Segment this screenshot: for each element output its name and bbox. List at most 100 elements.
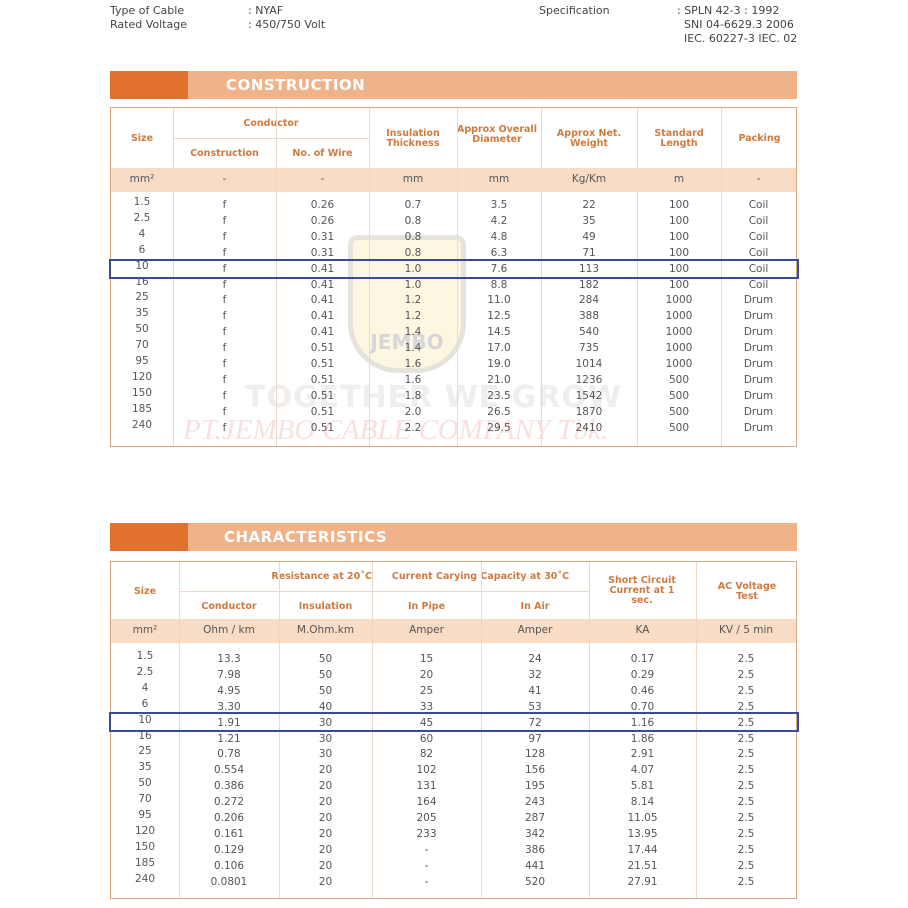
cell-insulation-thickness: 1.8: [404, 389, 422, 402]
cell-in-air: 24: [528, 653, 542, 665]
cell-conductor-resistance: 1.21: [217, 732, 241, 745]
cell-construction: f: [222, 294, 227, 307]
cell-in-pipe: 164: [416, 796, 437, 809]
cell-standard-length: 100: [668, 199, 690, 211]
cell-in-pipe: 205: [416, 812, 437, 824]
cell-net-weight: 35: [582, 214, 596, 227]
unit-size: mm²: [129, 173, 155, 185]
cell-net-weight: 1870: [575, 405, 603, 418]
cell-standard-length: 500: [668, 373, 690, 386]
cell-insulation-resistance: 20: [318, 812, 333, 824]
cell-in-air: 156: [524, 764, 546, 777]
table-row: 95 0.206 20 205 287 11.05 2.5: [111, 809, 796, 828]
cell-standard-length: 1000: [665, 294, 693, 307]
table-row: 16 f 0.41 1.0 8.8 182 100 Coil: [111, 276, 796, 295]
cell-size: 25: [138, 745, 152, 758]
cell-in-air: 128: [524, 748, 546, 761]
cell-packing: Drum: [743, 405, 774, 418]
section-title: CONSTRUCTION: [226, 76, 366, 94]
cell-size: 185: [134, 856, 156, 869]
cell-insulation-resistance: 30: [318, 716, 333, 729]
cell-ac-voltage: 2.5: [737, 796, 755, 809]
header-overall-diameter: Approx Overall Diameter: [457, 124, 537, 145]
cell-no-of-wire: 0.26: [310, 214, 335, 227]
cell-standard-length: 100: [668, 278, 690, 291]
cell-diameter: 8.8: [490, 278, 508, 291]
cell-diameter: 26.5: [487, 405, 511, 418]
header-size: Size: [133, 586, 157, 597]
unit-size: mm²: [132, 624, 158, 636]
cell-diameter: 7.6: [490, 262, 508, 275]
cell-size: 150: [134, 840, 156, 853]
cell-conductor-resistance: 13.3: [217, 653, 241, 665]
cell-size: 50: [138, 777, 152, 790]
cell-standard-length: 500: [668, 405, 690, 418]
cell-size: 35: [135, 307, 149, 320]
cell-in-air: 520: [524, 875, 546, 888]
table-row: 10 1.91 30 45 72 1.16 2.5: [111, 714, 796, 733]
cell-size: 240: [131, 418, 153, 431]
header-resistance: Resistance at 20˚C: [271, 571, 372, 582]
cell-packing: Drum: [743, 326, 774, 339]
cell-in-pipe: 25: [419, 684, 434, 697]
cell-net-weight: 540: [578, 326, 600, 339]
cell-short-circuit: 27.91: [627, 875, 658, 888]
cell-size: 4: [141, 681, 149, 694]
cell-size: 35: [138, 761, 152, 774]
type-of-cable-value: : NYAF: [248, 4, 284, 17]
cell-net-weight: 71: [582, 246, 596, 259]
cell-size: 25: [135, 291, 149, 304]
highlight-row-box: [109, 712, 799, 732]
cell-packing: Drum: [743, 342, 774, 355]
cell-ac-voltage: 2.5: [737, 859, 755, 872]
cell-no-of-wire: 0.31: [310, 230, 335, 243]
cell-ac-voltage: 2.5: [737, 812, 755, 824]
table-row: 1.5 13.3 50 15 24 0.17 2.5: [111, 650, 796, 669]
cell-ac-voltage: 2.5: [737, 827, 755, 840]
cell-size: 150: [131, 386, 153, 399]
header-in-pipe: In Pipe: [407, 601, 446, 612]
cell-insulation-thickness: 1.0: [404, 278, 422, 291]
cell-insulation-resistance: 40: [318, 700, 333, 713]
cell-in-air: 53: [528, 700, 542, 713]
cell-short-circuit: 0.70: [630, 700, 655, 713]
cell-construction: f: [222, 342, 227, 355]
unit-standard-length: m: [673, 173, 685, 185]
cell-size: 185: [131, 402, 153, 415]
cell-packing: Coil: [748, 262, 769, 275]
cell-in-air: 195: [524, 780, 546, 793]
cell-ac-voltage: 2.5: [737, 716, 755, 729]
cell-conductor-resistance: 7.98: [217, 668, 241, 681]
accent-block: [110, 71, 188, 99]
cell-short-circuit: 0.29: [630, 668, 655, 681]
cell-insulation-resistance: 20: [318, 827, 333, 840]
cell-insulation-resistance: 20: [318, 859, 333, 872]
cell-construction: f: [222, 405, 227, 418]
cell-in-pipe: 233: [416, 827, 437, 840]
table-row: 240 f 0.51 2.2 29.5 2410 500 Drum: [111, 418, 796, 438]
cell-conductor-resistance: 0.272: [213, 796, 245, 809]
accent-block: [110, 523, 188, 551]
cell-insulation-thickness: 1.2: [404, 310, 422, 323]
cell-packing: Drum: [743, 421, 774, 434]
cell-size: 95: [138, 809, 152, 821]
cell-conductor-resistance: 0.386: [213, 780, 245, 793]
cell-insulation-resistance: 30: [318, 748, 333, 761]
header-short-circuit: Short Circuit Current at 1 sec.: [608, 575, 676, 606]
header-no-of-wire: No. of Wire: [292, 148, 353, 159]
table-row: 35 0.554 20 102 156 4.07 2.5: [111, 761, 796, 780]
slogan-watermark: TOGETHER WE GROW: [245, 380, 623, 415]
table-row: 25 f 0.41 1.2 11.0 284 1000 Drum: [111, 291, 796, 310]
unit-in-air: Amper: [517, 624, 553, 636]
table-row: 16 1.21 30 60 97 1.86 2.5: [111, 730, 796, 749]
cell-packing: Coil: [748, 199, 769, 211]
cell-insulation-resistance: 50: [318, 684, 333, 697]
cell-construction: f: [222, 421, 227, 434]
unit-short-circuit: KA: [635, 624, 650, 636]
cell-conductor-resistance: 0.106: [213, 859, 245, 872]
cell-conductor-resistance: 0.554: [213, 764, 245, 777]
cell-conductor-resistance: 0.206: [213, 812, 245, 824]
cell-size: 10: [135, 259, 149, 272]
cell-standard-length: 1000: [665, 342, 693, 355]
cell-insulation-thickness: 1.4: [404, 342, 422, 355]
